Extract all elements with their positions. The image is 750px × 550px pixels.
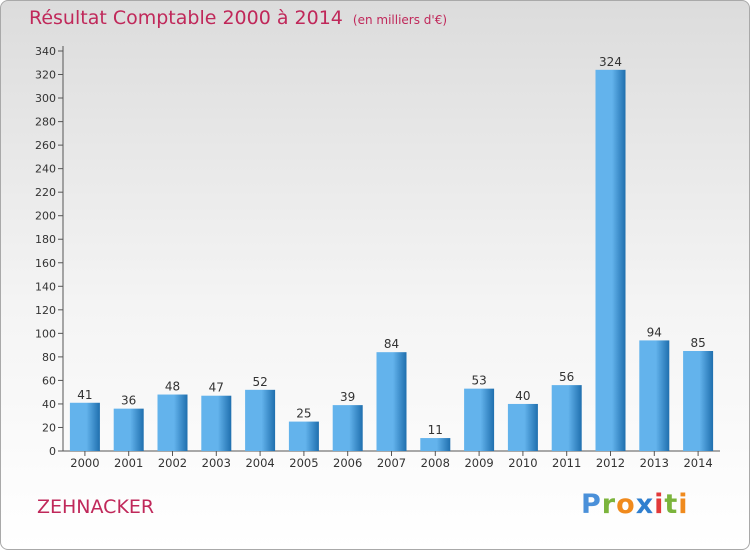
x-tick-label-2006: 2006: [333, 456, 362, 470]
y-tick-label: 140: [35, 280, 56, 293]
x-tick-label-2001: 2001: [114, 456, 143, 470]
y-tick-label: 200: [35, 210, 56, 223]
bar-2004: [245, 389, 276, 451]
data-label-2011: 56: [559, 370, 574, 384]
bar-2001: [113, 408, 144, 451]
y-tick-label: 220: [35, 186, 56, 199]
logo-letter: r: [601, 489, 617, 520]
logo-letter: i: [654, 489, 665, 520]
bar-2002: [157, 394, 188, 451]
y-tick-label: 100: [35, 327, 56, 340]
data-label-2009: 53: [471, 374, 486, 388]
y-tick-label: 180: [35, 233, 56, 246]
x-tick-label-2009: 2009: [464, 456, 493, 470]
bar-2006: [332, 405, 363, 451]
x-tick-label-2005: 2005: [289, 456, 318, 470]
chart-title: Résultat Comptable 2000 à 2014 (en millie…: [29, 7, 447, 29]
logo-letter: i: [678, 489, 689, 520]
x-tick-label-2011: 2011: [552, 456, 581, 470]
y-tick-label: 320: [35, 69, 56, 82]
bar-2011: [551, 385, 582, 451]
bar-2003: [201, 395, 232, 451]
data-label-2004: 52: [252, 375, 267, 389]
x-tick-label-2012: 2012: [596, 456, 625, 470]
data-label-2012: 324: [599, 55, 622, 69]
x-tick-label-2003: 2003: [202, 456, 231, 470]
data-label-2000: 41: [77, 388, 92, 402]
chart-unit: (en milliers d'€): [352, 13, 448, 27]
y-tick-label: 300: [35, 92, 56, 105]
commune-name: ZEHNACKER: [37, 496, 155, 518]
x-tick-label-2004: 2004: [245, 456, 274, 470]
bar-2012: [595, 69, 626, 451]
bar-2005: [288, 421, 319, 451]
bar-2007: [376, 352, 407, 451]
data-label-2006: 39: [340, 390, 355, 404]
y-tick-label: 40: [42, 398, 56, 411]
logo-letter: x: [635, 489, 655, 520]
x-tick-label-2007: 2007: [377, 456, 406, 470]
data-label-2008: 11: [428, 423, 443, 437]
bar-2010: [507, 403, 538, 451]
proxiti-logo: Proxiti: [581, 489, 689, 520]
logo-letter: P: [581, 489, 602, 520]
bar-2014: [683, 351, 714, 451]
y-tick-label: 80: [42, 351, 56, 364]
x-tick-label-2014: 2014: [683, 456, 712, 470]
data-label-2013: 94: [647, 325, 662, 339]
y-tick-label: 20: [42, 421, 56, 434]
y-tick-label: 120: [35, 304, 56, 317]
data-label-2010: 40: [515, 389, 530, 403]
y-tick-label: 160: [35, 257, 56, 270]
x-tick-label-2008: 2008: [421, 456, 450, 470]
logo-letter: t: [664, 489, 679, 520]
bar-2013: [639, 340, 670, 451]
data-label-2014: 85: [690, 336, 705, 350]
data-label-2002: 48: [165, 380, 180, 394]
y-tick-label: 340: [35, 45, 56, 58]
chart-title-text: Résultat Comptable 2000 à 2014: [29, 7, 343, 29]
y-tick-label: 0: [49, 445, 56, 458]
bar-2009: [464, 388, 495, 451]
y-tick-label: 240: [35, 163, 56, 176]
bar-2008: [420, 438, 451, 451]
data-label-2005: 25: [296, 407, 311, 421]
x-tick-label-2010: 2010: [508, 456, 537, 470]
logo-letter: o: [616, 489, 636, 520]
y-tick-label: 280: [35, 116, 56, 129]
x-tick-label-2000: 2000: [70, 456, 99, 470]
x-tick-label-2013: 2013: [640, 456, 669, 470]
data-label-2003: 47: [209, 381, 224, 395]
x-tick-label-2002: 2002: [158, 456, 187, 470]
y-tick-label: 260: [35, 139, 56, 152]
bar-2000: [69, 402, 100, 451]
data-label-2007: 84: [384, 337, 399, 351]
data-label-2001: 36: [121, 394, 136, 408]
y-tick-label: 60: [42, 374, 56, 387]
